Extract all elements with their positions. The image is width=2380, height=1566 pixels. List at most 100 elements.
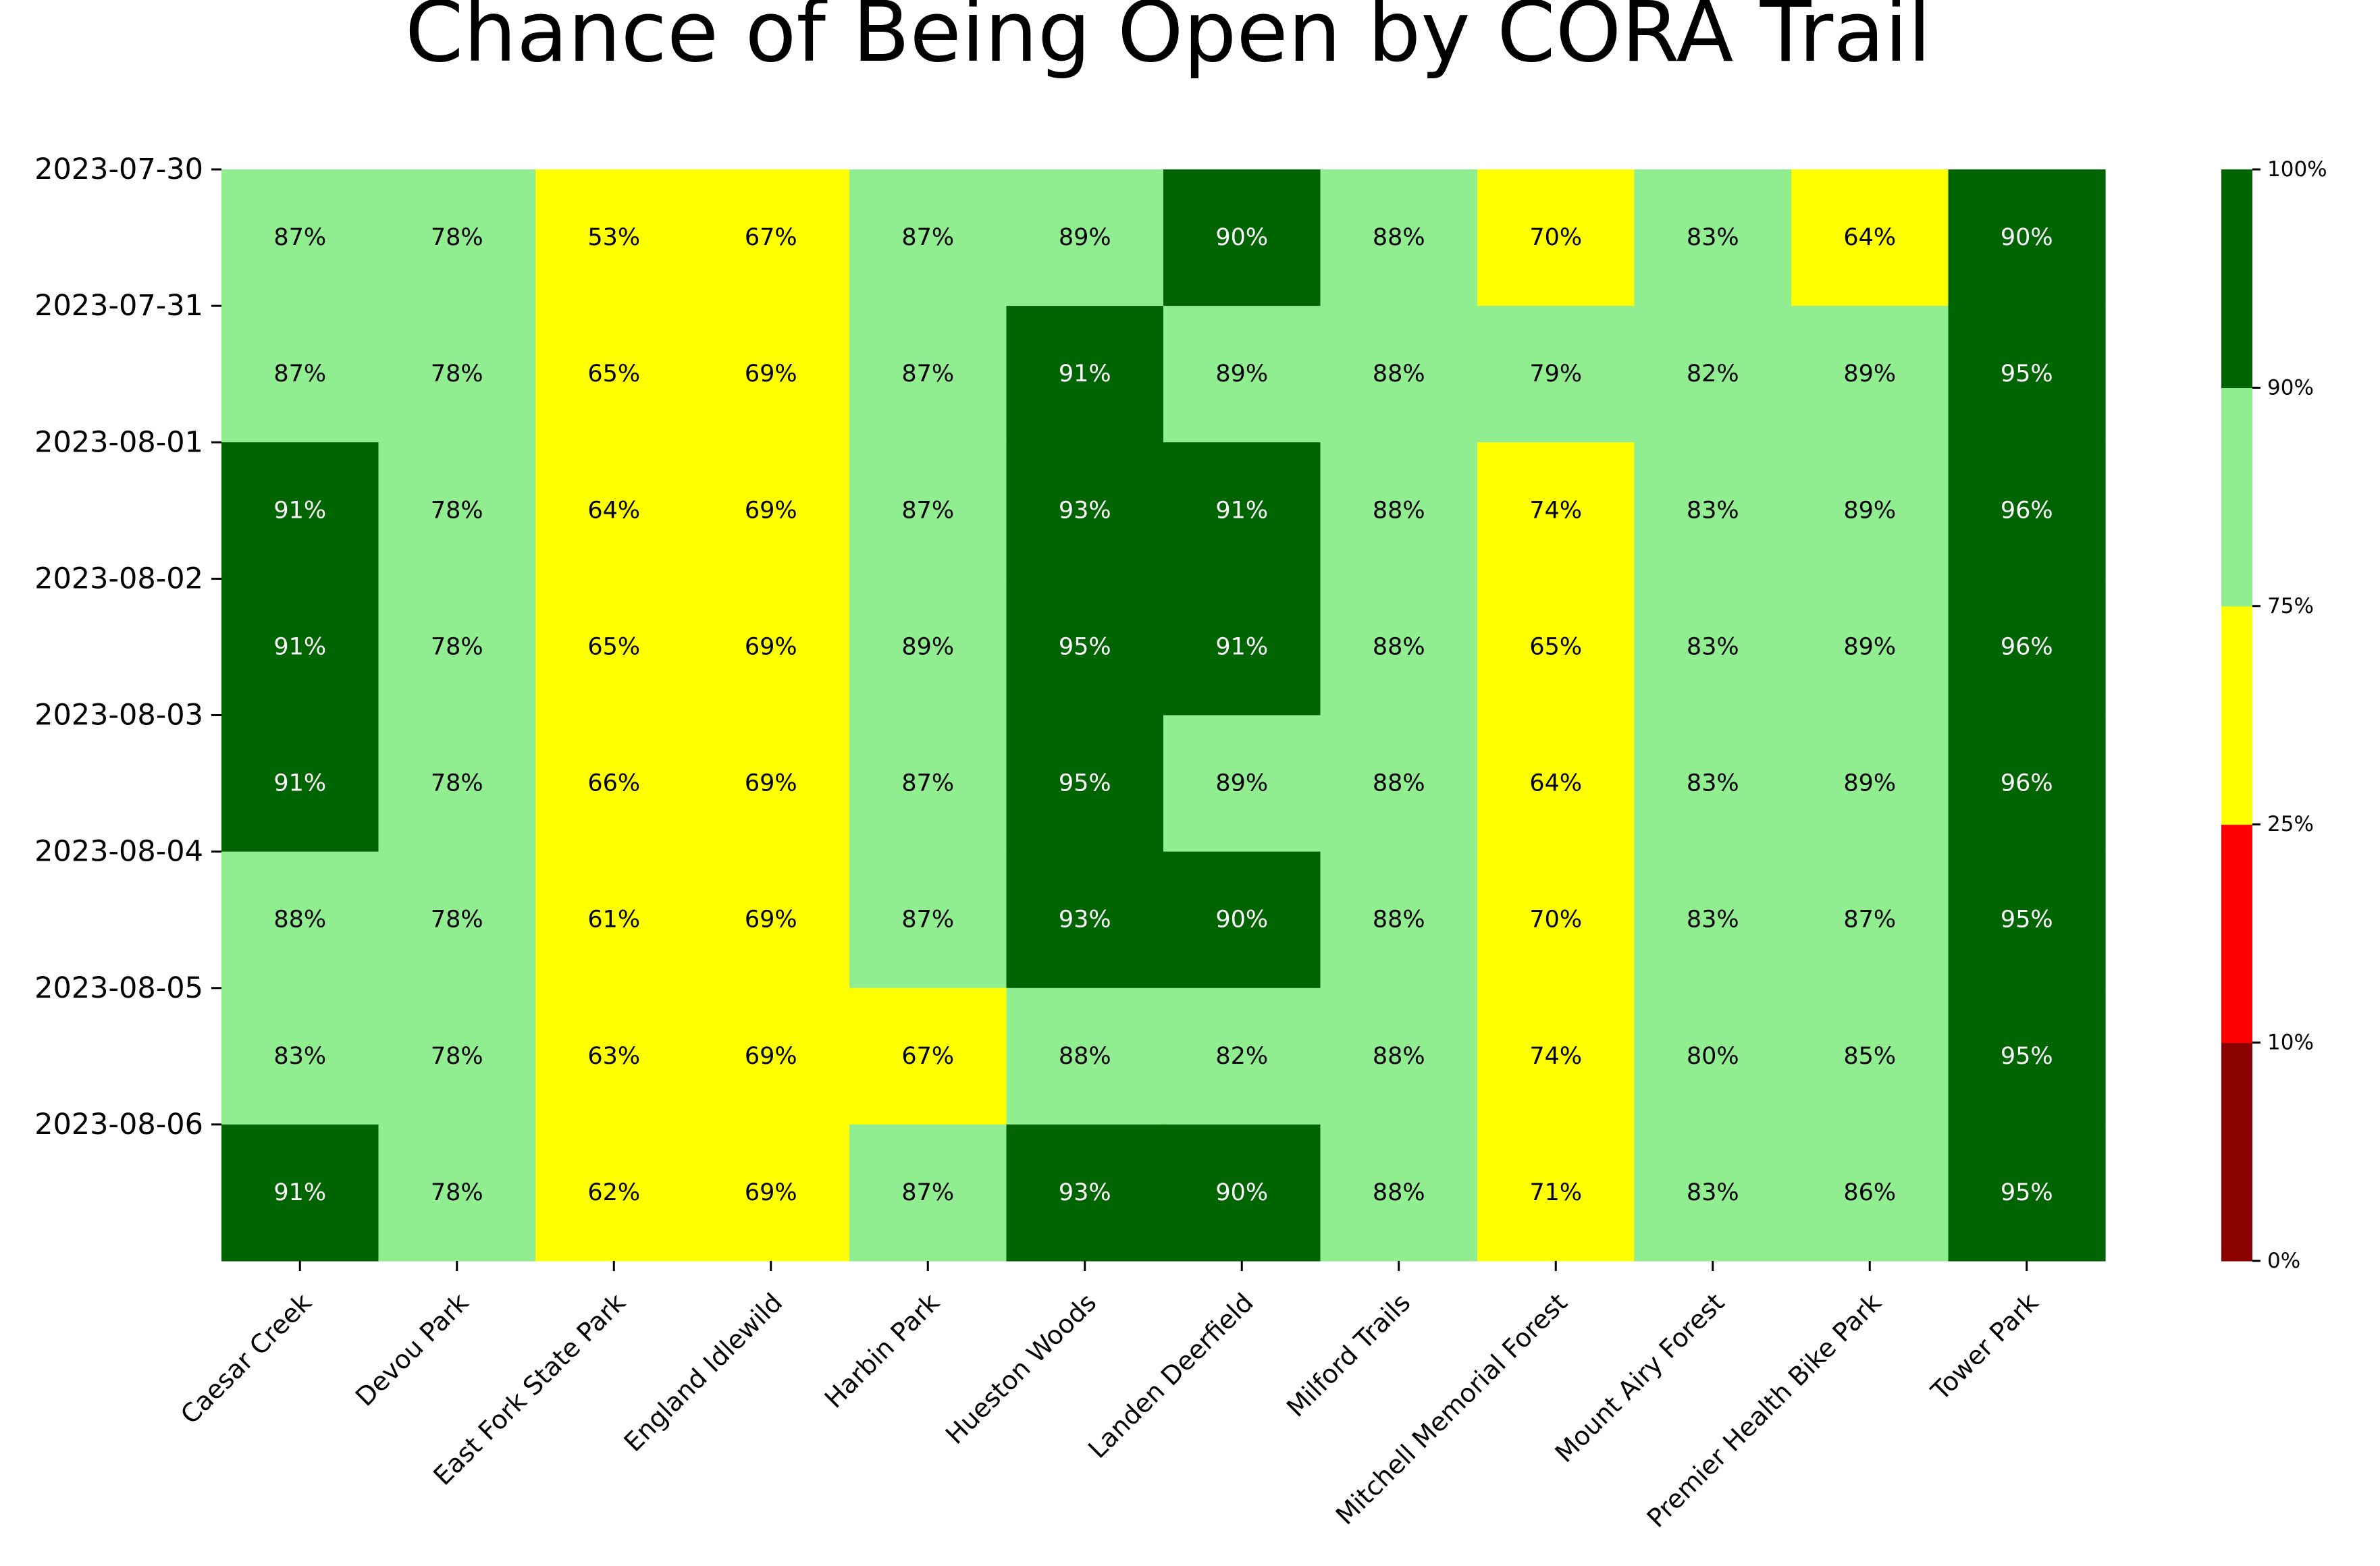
heatmap-cell (1320, 1124, 1478, 1262)
heatmap-cell (1634, 988, 1792, 1125)
cell-value-label: 87% (273, 360, 326, 387)
heatmap-cell (535, 1124, 693, 1262)
cell-value-label: 88% (1373, 907, 1425, 934)
cell-value-label: 89% (1059, 224, 1111, 251)
cell-value-label: 69% (745, 497, 797, 524)
heatmap-cell (1791, 851, 1949, 989)
cell-value-label: 82% (1687, 360, 1739, 387)
cell-value-label: 65% (587, 360, 640, 387)
cell-value-label: 88% (1373, 224, 1425, 251)
heatmap-cell (535, 169, 693, 306)
heatmap-cell (1477, 169, 1635, 306)
heatmap-cell (378, 988, 536, 1125)
heatmap-cell (1006, 851, 1164, 989)
y-tick-label: 2023-08-03 (34, 699, 203, 732)
heatmap-cell (1948, 851, 2106, 989)
heatmap-cell (1163, 851, 1321, 989)
heatmap-cell (849, 442, 1007, 579)
heatmap-cell (535, 306, 693, 443)
heatmap-cell (1477, 442, 1635, 579)
cell-value-label: 83% (1687, 633, 1739, 660)
heatmap-cell (849, 578, 1007, 716)
heatmap-cell (378, 715, 536, 853)
cell-value-label: 83% (1687, 224, 1739, 251)
heatmap-cell (1006, 1124, 1164, 1262)
heatmap-cell (1477, 1124, 1635, 1262)
cell-value-label: 82% (1215, 1043, 1268, 1070)
heatmap-cell (221, 851, 379, 989)
cell-value-label: 91% (1059, 360, 1111, 387)
heatmap-cell (849, 851, 1007, 989)
cell-value-label: 90% (2001, 224, 2053, 251)
cell-value-label: 78% (431, 497, 483, 524)
heatmap-cell (1320, 851, 1478, 989)
cell-value-label: 95% (2001, 1043, 2053, 1070)
heatmap-cell (1634, 169, 1792, 306)
cell-value-label: 83% (1687, 907, 1739, 934)
colorbar-segment (2221, 387, 2252, 607)
cell-value-label: 69% (745, 1043, 797, 1070)
cell-value-label: 96% (2001, 770, 2053, 797)
y-tick-label: 2023-08-05 (34, 971, 203, 1005)
x-tick-label: England Idlewild (618, 1287, 789, 1457)
heatmap-cell (692, 715, 850, 853)
cell-value-label: 95% (2001, 360, 2053, 387)
cell-value-label: 93% (1059, 497, 1111, 524)
x-tick-label: Mount Airy Forest (1550, 1287, 1730, 1468)
heatmap-cell (1477, 988, 1635, 1125)
cell-value-label: 90% (1215, 1179, 1268, 1206)
cell-value-label: 91% (273, 1179, 326, 1206)
cell-value-label: 70% (1529, 907, 1582, 934)
heatmap-cell (1791, 442, 1949, 579)
cell-value-label: 93% (1059, 907, 1111, 934)
colorbar-segment (2221, 169, 2252, 388)
heatmap-cell (849, 1124, 1007, 1262)
heatmap-cell (1006, 578, 1164, 716)
cell-value-label: 79% (1529, 360, 1582, 387)
cell-value-label: 91% (1215, 497, 1268, 524)
heatmap-cell (1320, 715, 1478, 853)
heatmap-cell (1477, 715, 1635, 853)
cell-value-label: 85% (1843, 1043, 1896, 1070)
colorbar-tick-label: 100% (2267, 157, 2327, 182)
colorbar-segment (2221, 605, 2252, 825)
x-tick-label: Caesar Creek (175, 1287, 317, 1430)
cell-value-label: 87% (273, 224, 326, 251)
y-tick-label: 2023-07-31 (34, 289, 203, 323)
cell-value-label: 88% (1373, 770, 1425, 797)
cell-value-label: 89% (901, 633, 954, 660)
x-tick-label: Tower Park (1925, 1287, 2044, 1406)
heatmap-cell (1163, 988, 1321, 1125)
heatmap-cell (1948, 988, 2106, 1125)
colorbar-tick-label: 10% (2267, 1031, 2314, 1055)
heatmap-cell (692, 851, 850, 989)
heatmap-cell (1634, 578, 1792, 716)
cell-value-label: 83% (1687, 1179, 1739, 1206)
heatmap-cell (1634, 1124, 1792, 1262)
x-tick-label: Devou Park (350, 1287, 474, 1411)
y-tick-label: 2023-08-02 (34, 562, 203, 595)
heatmap-cell (1791, 988, 1949, 1125)
heatmap-cell (1634, 851, 1792, 989)
cell-value-label: 95% (2001, 1179, 2053, 1206)
cell-value-label: 74% (1529, 497, 1582, 524)
heatmap-cell (378, 169, 536, 306)
heatmap-cell (692, 169, 850, 306)
cell-value-label: 83% (273, 1043, 326, 1070)
cell-value-label: 87% (901, 770, 954, 797)
heatmap-cell (1948, 715, 2106, 853)
cell-value-label: 67% (901, 1043, 954, 1070)
cell-value-label: 89% (1843, 360, 1896, 387)
heatmap-cell (535, 851, 693, 989)
cell-value-label: 93% (1059, 1179, 1111, 1206)
cell-value-label: 62% (587, 1179, 640, 1206)
cell-value-label: 91% (273, 497, 326, 524)
x-tick-label: Hueston Woods (940, 1287, 1102, 1449)
heatmap-cell (1163, 169, 1321, 306)
heatmap-cell (1006, 988, 1164, 1125)
cell-value-label: 87% (901, 907, 954, 934)
heatmap-cell (221, 1124, 379, 1262)
heatmap-cell (1006, 306, 1164, 443)
cell-value-label: 69% (745, 1179, 797, 1206)
